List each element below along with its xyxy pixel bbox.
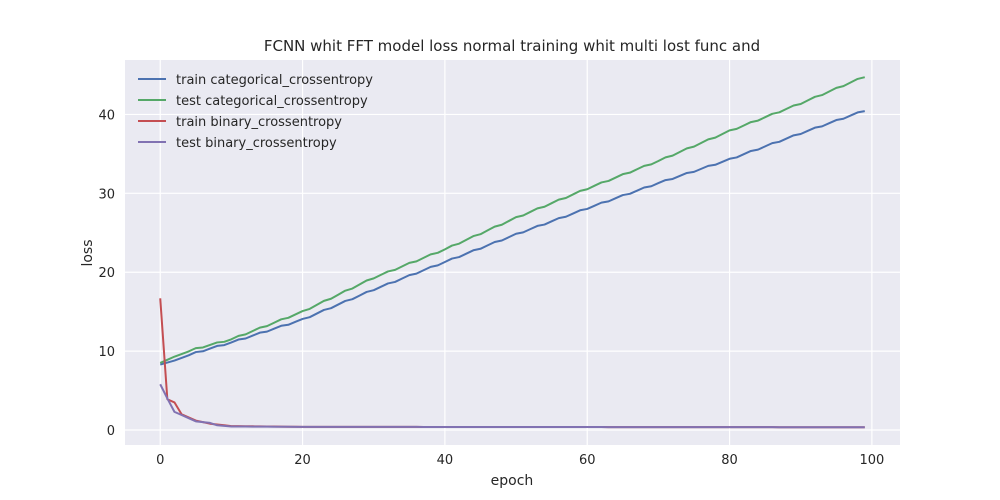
legend-label: train categorical_crossentropy <box>176 73 373 88</box>
series-line-3 <box>159 383 865 429</box>
series-line-0 <box>159 110 865 366</box>
y-tick-label: 10 <box>98 345 115 360</box>
x-tick-label: 60 <box>579 453 596 468</box>
x-tick-label: 40 <box>437 453 454 468</box>
x-tick-labels: 0 20 40 60 80 100 <box>156 453 884 468</box>
y-axis-label: loss <box>80 239 96 266</box>
y-tick-label: 20 <box>98 266 115 281</box>
plot-area <box>125 60 900 445</box>
series-line-1 <box>159 76 866 364</box>
legend-label: train binary_crossentropy <box>176 115 342 130</box>
legend-label: test binary_crossentropy <box>176 136 337 151</box>
y-tick-labels: 0 10 20 30 40 <box>98 108 115 439</box>
x-tick-label: 0 <box>156 453 164 468</box>
y-tick-label: 0 <box>107 424 115 439</box>
x-axis-label: epoch <box>491 473 534 489</box>
x-tick-label: 80 <box>721 453 738 468</box>
legend-label: test categorical_crossentropy <box>176 94 368 109</box>
chart-title: FCNN whit FFT model loss normal training… <box>264 37 760 55</box>
x-tick-label: 100 <box>859 453 884 468</box>
x-tick-label: 20 <box>294 453 311 468</box>
y-tick-label: 40 <box>98 108 115 123</box>
y-tick-label: 30 <box>98 187 115 202</box>
series-lines <box>159 76 866 429</box>
